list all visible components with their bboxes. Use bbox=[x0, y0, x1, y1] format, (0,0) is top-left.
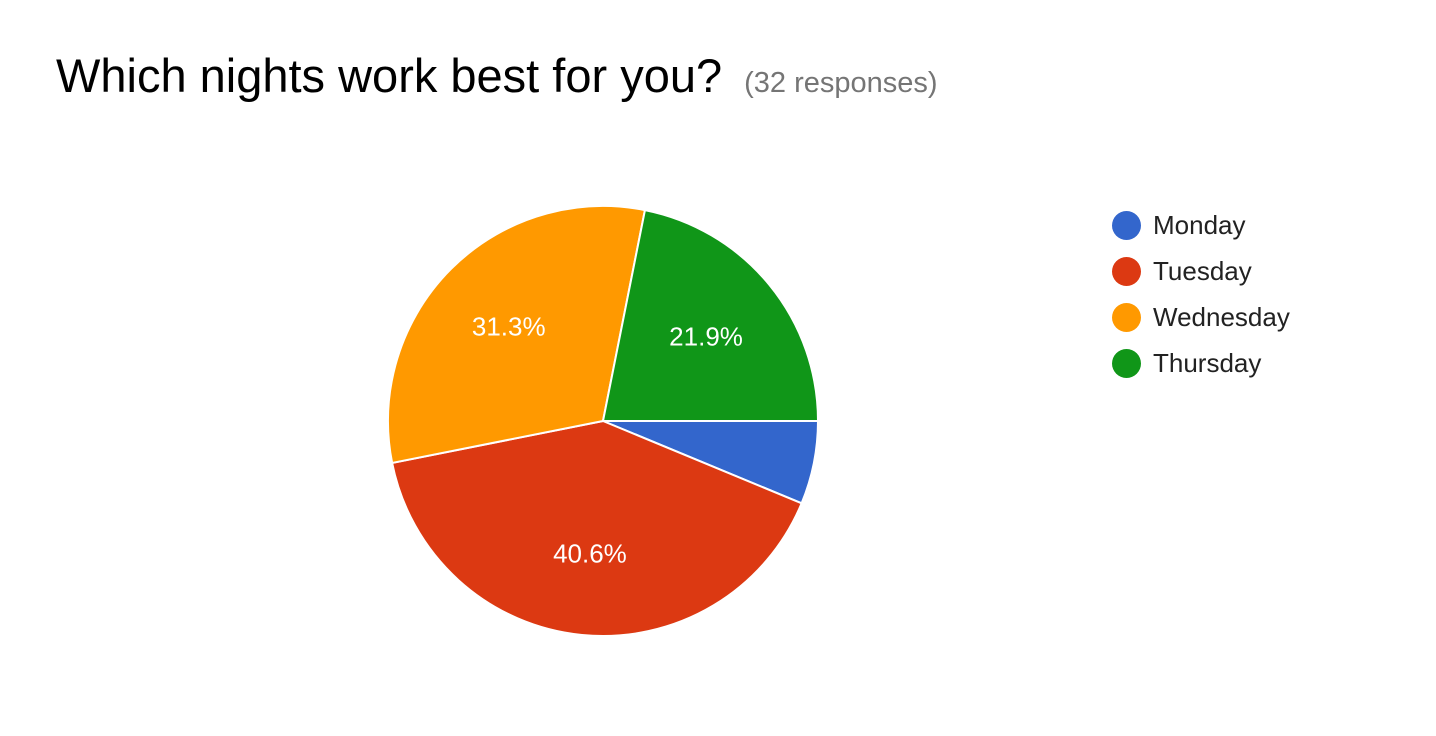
slice-label-thursday: 21.9% bbox=[669, 321, 743, 351]
pie-slice-tuesday[interactable] bbox=[390, 419, 803, 637]
legend-item-wednesday[interactable]: Wednesday bbox=[1112, 294, 1290, 340]
chart-legend: Monday Tuesday Wednesday Thursday bbox=[1112, 202, 1290, 386]
legend-swatch-wednesday bbox=[1112, 302, 1141, 332]
legend-swatch-thursday bbox=[1112, 348, 1141, 378]
legend-label-tuesday: Tuesday bbox=[1153, 255, 1252, 286]
legend-label-monday: Monday bbox=[1153, 209, 1246, 240]
legend-label-thursday: Thursday bbox=[1153, 347, 1262, 378]
legend-swatch-tuesday bbox=[1112, 256, 1141, 286]
legend-item-tuesday[interactable]: Tuesday bbox=[1112, 248, 1290, 294]
chart-header: Which nights work best for you? (32 resp… bbox=[56, 48, 938, 103]
legend-item-monday[interactable]: Monday bbox=[1112, 202, 1290, 248]
legend-item-thursday[interactable]: Thursday bbox=[1112, 340, 1290, 386]
pie-slice-thursday[interactable] bbox=[601, 208, 820, 422]
response-count: (32 responses) bbox=[744, 67, 938, 99]
question-title: Which nights work best for you? bbox=[56, 49, 723, 102]
legend-label-wednesday: Wednesday bbox=[1153, 301, 1290, 332]
slice-label-wednesday: 31.3% bbox=[472, 312, 546, 342]
legend-swatch-monday bbox=[1112, 210, 1141, 240]
slice-label-tuesday: 40.6% bbox=[553, 539, 627, 569]
pie-slice-wednesday[interactable] bbox=[387, 205, 647, 465]
